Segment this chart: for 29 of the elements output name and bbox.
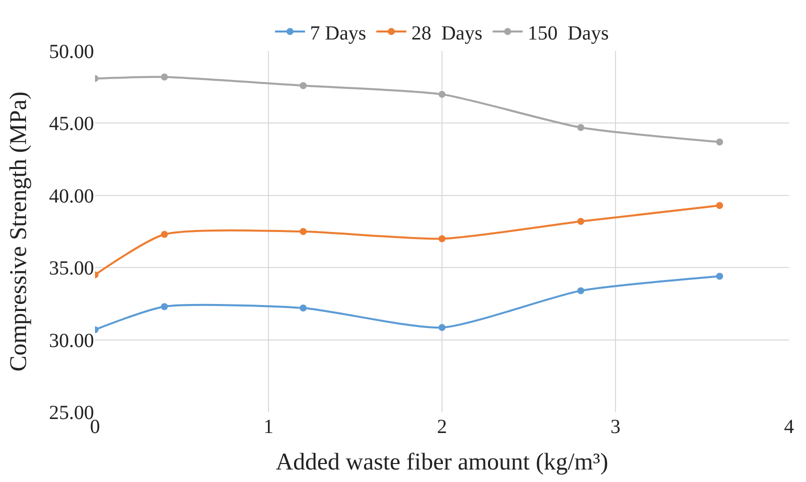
y-axis-title: Compressive Strength (MPa) — [6, 92, 32, 372]
point — [716, 272, 724, 280]
point — [300, 82, 307, 90]
point — [438, 324, 446, 332]
legend-label: 28 Days — [411, 22, 483, 44]
point — [577, 124, 584, 132]
y-tick-label: 50.00 — [49, 41, 94, 63]
point — [160, 230, 168, 238]
y-tick-label: 35.00 — [49, 258, 94, 280]
point — [160, 303, 168, 310]
y-tick-label: 30.00 — [49, 330, 94, 352]
x-tick-label: 2 — [437, 416, 447, 438]
point — [716, 138, 724, 146]
legend-label: 7 Days — [310, 22, 366, 44]
point — [300, 304, 307, 312]
x-axis-title: Added waste fiber amount (kg/m³) — [276, 449, 608, 476]
x-tick-label: 3 — [610, 416, 620, 438]
point — [438, 90, 446, 98]
point — [577, 287, 584, 294]
x-tick-label: 1 — [264, 416, 274, 438]
y-tick-label: 45.00 — [49, 113, 94, 136]
x-tick-label: 4 — [784, 416, 794, 438]
y-tick-label: 40.00 — [49, 185, 94, 208]
legend-label: 150 Days — [528, 22, 609, 44]
point — [438, 235, 446, 242]
point — [160, 73, 168, 80]
point — [577, 218, 584, 225]
point — [716, 202, 724, 210]
point — [300, 228, 307, 235]
